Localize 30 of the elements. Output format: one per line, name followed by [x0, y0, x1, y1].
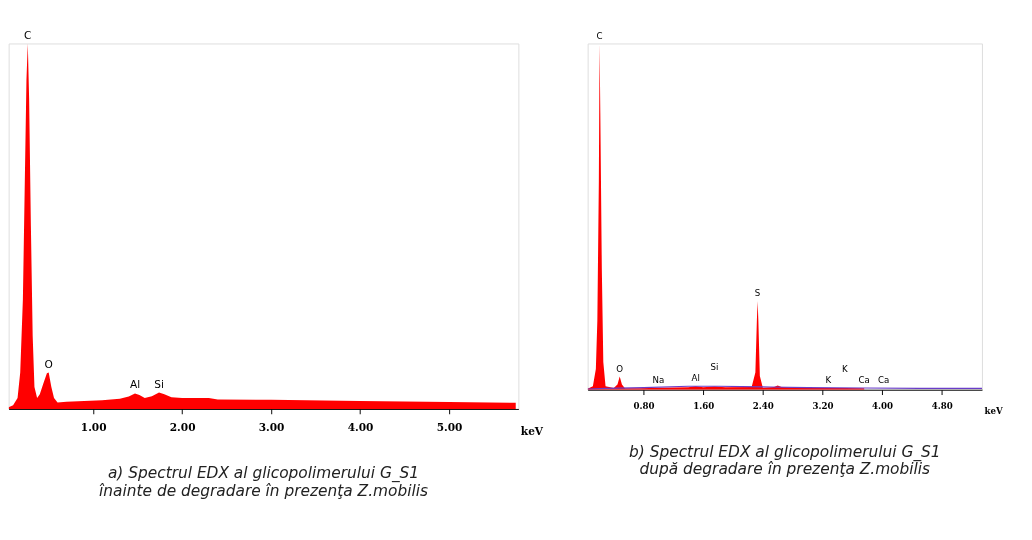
- annotation: Si: [154, 377, 164, 390]
- annotation: O: [44, 357, 53, 370]
- annotation: O: [616, 363, 624, 374]
- annotation: Ca: [877, 375, 890, 386]
- annotation: Na: [652, 374, 665, 385]
- x-tick-label: 5.00: [436, 420, 463, 433]
- x-tick-label: 4.00: [347, 420, 374, 433]
- x-tick-label: 4.80: [931, 401, 953, 412]
- text: a) Spectrul EDX al glicopolimerului G_S1: [107, 464, 420, 484]
- x-tick-label: 2.40: [752, 401, 774, 412]
- x-tick-label: 2.00: [169, 420, 196, 433]
- x-tick-label: 0.80: [633, 401, 655, 412]
- x-axis-title: keV: [984, 406, 1003, 417]
- annotation: S: [754, 288, 761, 299]
- annotation: Al: [129, 377, 141, 390]
- x-axis-title: keV: [520, 425, 544, 438]
- text: înainte de degradare în prezenţa Z.mobilis: [99, 481, 429, 500]
- text: după degradare în prezenţa Z.mobilis: [639, 460, 931, 479]
- annotation: Si: [710, 362, 719, 373]
- annotation: Al: [691, 373, 700, 384]
- x-tick-label: 1.60: [693, 401, 715, 412]
- x-tick-label: 3.20: [812, 401, 834, 412]
- annotation: C: [596, 30, 603, 41]
- annotation: K: [825, 375, 832, 386]
- annotation: Ca: [858, 375, 870, 386]
- x-tick-label: 4.00: [872, 401, 894, 412]
- annotation: K: [841, 363, 848, 374]
- x-tick-label: 3.00: [258, 420, 285, 433]
- annotation: C: [24, 28, 32, 41]
- x-tick-label: 1.00: [80, 420, 107, 433]
